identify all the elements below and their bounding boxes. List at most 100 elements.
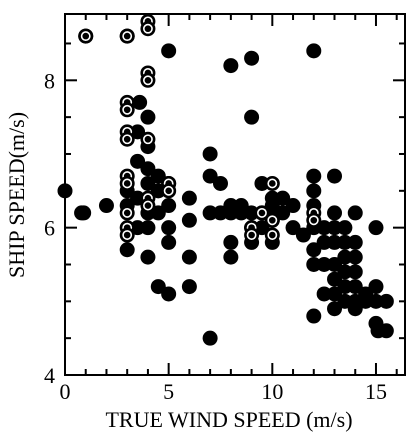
data-point [181,212,197,228]
data-point [337,264,353,280]
data-point [130,190,146,206]
data-point-hollow [119,205,135,221]
data-point-hollow [140,131,156,147]
data-point [327,234,343,250]
data-point [140,161,156,177]
data-point [254,220,270,236]
data-point [161,220,177,236]
data-point [161,198,177,214]
data-point [316,220,332,236]
data-point-hollow [119,175,135,191]
data-point [378,293,394,309]
data-point [337,279,353,295]
data-point [347,264,363,280]
data-point-hollow [306,212,322,228]
data-point-hollow [244,227,260,243]
data-point-hollow [254,205,270,221]
x-tick-label: 15 [365,379,387,404]
data-point-hollow [119,227,135,243]
data-point [223,249,239,265]
data-point [161,234,177,250]
data-point [306,308,322,324]
data-point [327,220,343,236]
data-point [327,271,343,287]
data-point-hollow [264,212,280,228]
x-tick-label: 0 [60,379,71,404]
data-point [244,205,260,221]
data-point [181,279,197,295]
y-tick-label: 8 [44,68,55,93]
data-point-hollow [119,131,135,147]
y-axis-title: SHIP SPEED(m/s) [4,112,29,278]
data-point [132,94,148,110]
x-axis-title: TRUE WIND SPEED (m/s) [105,407,352,432]
data-point [306,168,322,184]
data-point [295,227,311,243]
data-point [327,256,343,272]
data-point [327,205,343,221]
data-point [347,249,363,265]
x-tick-label: 10 [261,379,283,404]
data-points [57,13,394,346]
data-point [130,153,146,169]
data-point-hollow [140,21,156,37]
data-point [161,43,177,59]
axis-ticks [64,14,405,376]
data-point-hollow [161,183,177,199]
data-point [150,279,166,295]
data-point [337,293,353,309]
data-point [327,286,343,302]
data-point [306,256,322,272]
data-point [181,190,197,206]
data-point [358,293,374,309]
data-point [275,205,291,221]
data-point [285,220,301,236]
data-point [212,205,228,221]
data-point [140,109,156,125]
data-point [181,249,197,265]
data-point [140,249,156,265]
data-point [347,279,363,295]
data-point [306,242,322,258]
data-point [327,168,343,184]
data-point [368,293,384,309]
y-tick-label: 6 [44,216,55,241]
data-point [337,234,353,250]
y-tick-label: 4 [44,363,55,388]
data-point [275,190,291,206]
data-point [223,58,239,74]
data-point [244,109,260,125]
data-point [223,205,239,221]
data-point [223,234,239,250]
data-point [347,301,363,317]
data-point [285,198,301,214]
data-point [254,175,270,191]
data-point [98,198,114,214]
data-point [212,175,228,191]
data-point [316,256,332,272]
data-point [57,183,73,199]
data-point [74,205,90,221]
data-point [202,205,218,221]
data-point [130,124,146,140]
data-point [202,330,218,346]
data-point [202,146,218,162]
data-point [161,286,177,302]
data-point-hollow [140,72,156,88]
data-point [119,242,135,258]
data-point [140,220,156,236]
data-point [150,168,166,184]
data-point [150,183,166,199]
data-point [140,175,156,191]
data-point [316,234,332,250]
data-point [233,205,249,221]
tick-labels: 0 5 10 15 4 6 8 [44,68,387,404]
data-point [337,220,353,236]
data-point [202,168,218,184]
data-point [347,234,363,250]
data-point [306,183,322,199]
data-point [368,220,384,236]
data-point-hollow [78,28,94,44]
data-point-hollow [264,175,280,191]
